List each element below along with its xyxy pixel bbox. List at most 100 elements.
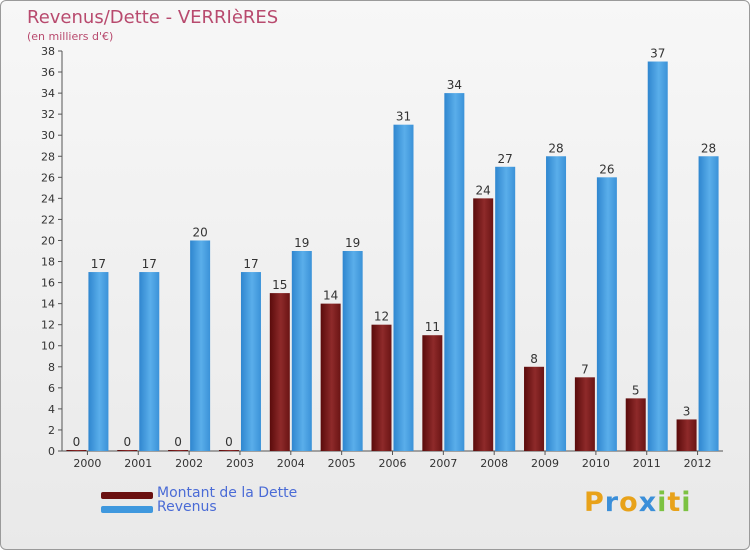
- bar-revenus: [291, 251, 312, 451]
- bar-dette: [524, 366, 545, 451]
- y-tick-label: 30: [41, 129, 55, 142]
- data-label-revenus: 34: [447, 78, 462, 92]
- logo-letter: i: [681, 487, 692, 518]
- data-label-dette: 11: [425, 320, 440, 334]
- bar-dette: [422, 335, 443, 451]
- legend-label-dette: Montant de la Dette: [157, 485, 298, 501]
- legend-swatch-dette: [101, 492, 153, 499]
- logo-letter: i: [657, 487, 668, 518]
- data-label-revenus: 17: [91, 257, 106, 271]
- bar-revenus: [240, 272, 261, 451]
- data-label-revenus: 28: [548, 141, 563, 155]
- legend-label-revenus: Revenus: [157, 499, 217, 515]
- y-tick-label: 18: [41, 256, 55, 269]
- x-tick-label: 2004: [277, 457, 305, 470]
- logo-letter: P: [584, 487, 605, 518]
- data-label-dette: 15: [272, 278, 287, 292]
- proxiti-logo: Proxiti: [584, 487, 692, 518]
- bar-dette: [371, 324, 392, 451]
- data-label-revenus: 27: [498, 152, 513, 166]
- y-tick-label: 4: [48, 403, 55, 416]
- bar-dette: [269, 293, 290, 451]
- bar-revenus: [698, 156, 719, 451]
- bar-revenus: [393, 124, 414, 452]
- y-tick-label: 6: [48, 382, 55, 395]
- data-label-dette: 3: [683, 404, 691, 418]
- bar-dette: [473, 198, 494, 451]
- y-tick-label: 24: [41, 192, 55, 205]
- y-tick-label: 16: [41, 277, 55, 290]
- x-tick-label: 2010: [582, 457, 610, 470]
- x-tick-label: 2000: [73, 457, 101, 470]
- x-tick-label: 2007: [429, 457, 457, 470]
- data-label-dette: 7: [581, 362, 589, 376]
- bar-revenus: [596, 177, 617, 451]
- data-label-revenus: 26: [599, 162, 614, 176]
- data-label-revenus: 17: [243, 257, 258, 271]
- y-tick-label: 14: [41, 298, 55, 311]
- data-label-dette: 24: [476, 183, 491, 197]
- logo-letter: x: [638, 487, 658, 518]
- data-label-dette: 0: [225, 435, 233, 449]
- data-label-dette: 14: [323, 289, 338, 303]
- chart-subtitle: (en milliers d'€): [27, 30, 114, 43]
- x-tick-label: 2012: [684, 457, 712, 470]
- chart-title: Revenus/Dette - VERRIèRES: [27, 7, 279, 28]
- data-label-dette: 0: [174, 435, 182, 449]
- bar-dette: [625, 398, 646, 451]
- bar-dette: [117, 450, 138, 451]
- bar-revenus: [342, 251, 363, 451]
- y-tick-label: 34: [41, 87, 55, 100]
- y-tick-label: 38: [41, 45, 55, 58]
- logo-letter: t: [667, 487, 682, 518]
- bar-dette: [574, 377, 595, 451]
- logo-letter: r: [604, 487, 620, 518]
- data-label-revenus: 19: [345, 236, 360, 250]
- bar-dette: [168, 450, 189, 451]
- y-tick-label: 10: [41, 340, 55, 353]
- y-tick-label: 22: [41, 213, 55, 226]
- bar-revenus: [444, 93, 465, 452]
- legend-swatch-revenus: [101, 506, 153, 513]
- data-label-revenus: 31: [396, 110, 411, 124]
- x-tick-label: 2001: [124, 457, 152, 470]
- logo-letter: o: [619, 487, 639, 518]
- bar-dette: [676, 419, 697, 451]
- data-label-dette: 0: [73, 435, 81, 449]
- bar-revenus: [495, 166, 516, 451]
- y-tick-label: 28: [41, 150, 55, 163]
- bar-revenus: [88, 272, 109, 451]
- bar-dette: [218, 450, 239, 451]
- x-tick-label: 2005: [328, 457, 356, 470]
- x-tick-label: 2011: [633, 457, 661, 470]
- y-tick-label: 36: [41, 66, 55, 79]
- y-tick-label: 20: [41, 234, 55, 247]
- y-tick-label: 0: [48, 445, 55, 458]
- data-label-revenus: 19: [294, 236, 309, 250]
- data-label-revenus: 17: [142, 257, 157, 271]
- data-label-dette: 0: [123, 435, 131, 449]
- bar-revenus: [647, 61, 668, 452]
- bar-revenus: [190, 240, 211, 451]
- bar-revenus: [139, 272, 160, 451]
- data-label-revenus: 37: [650, 47, 665, 61]
- x-tick-label: 2002: [175, 457, 203, 470]
- data-label-dette: 5: [632, 383, 640, 397]
- x-tick-label: 2009: [531, 457, 559, 470]
- y-tick-label: 26: [41, 171, 55, 184]
- y-tick-label: 8: [48, 361, 55, 374]
- x-tick-label: 2003: [226, 457, 254, 470]
- x-tick-label: 2008: [480, 457, 508, 470]
- bar-dette: [320, 303, 341, 451]
- data-label-dette: 8: [530, 352, 538, 366]
- y-tick-label: 2: [48, 424, 55, 437]
- bar-revenus: [546, 156, 567, 451]
- data-label-revenus: 20: [192, 225, 207, 239]
- x-tick-label: 2006: [379, 457, 407, 470]
- y-tick-label: 32: [41, 108, 55, 121]
- y-tick-label: 12: [41, 319, 55, 332]
- bar-dette: [66, 450, 87, 451]
- data-label-dette: 12: [374, 310, 389, 324]
